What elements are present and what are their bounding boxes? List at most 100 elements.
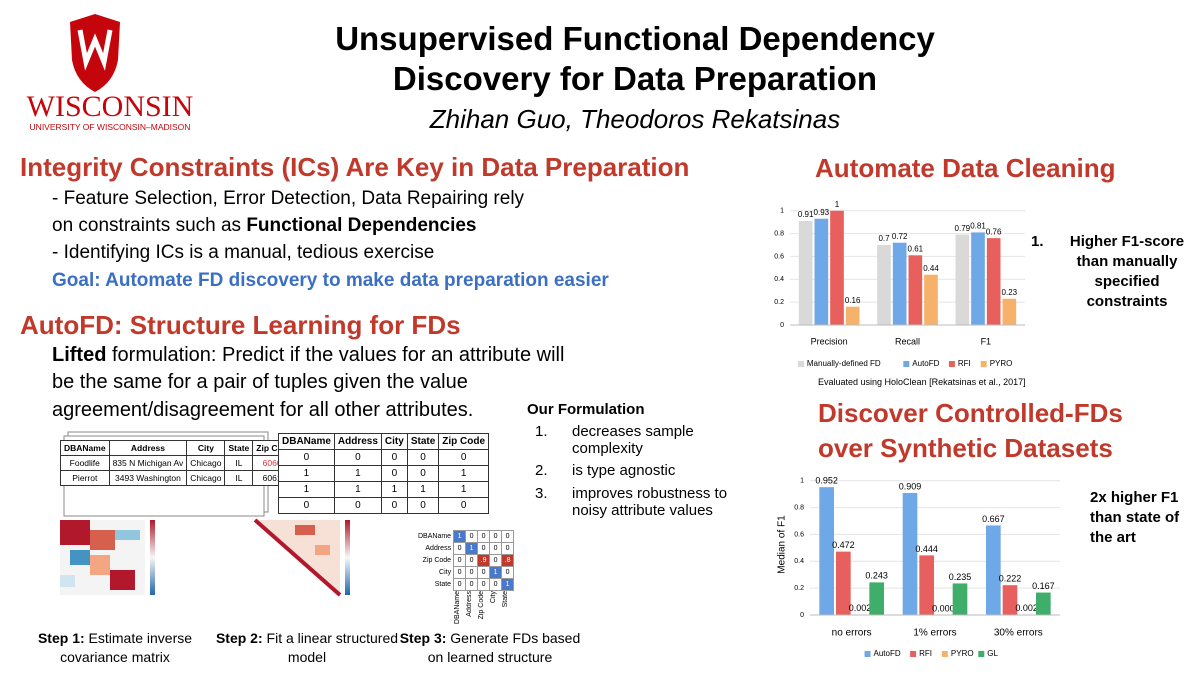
matrix-col-label: DBAName	[453, 591, 461, 625]
matrix-row-label: City	[439, 569, 452, 576]
column-header: Zip Code	[438, 433, 490, 450]
table: DBAName Address City State Zip Code Foodlife 8…	[60, 440, 297, 486]
step-caption: Step 3: Generate FDs based on learned st…	[395, 629, 585, 667]
x-tick-label: no errors	[832, 628, 872, 639]
bar	[798, 221, 813, 325]
step-label: Step 2:	[215, 630, 263, 646]
table-cell: 0	[380, 465, 408, 482]
section-heading: Integrity Constraints (ICs) Are Key in D…	[20, 152, 690, 182]
matrix-cell: 0	[489, 530, 503, 543]
step-caption: Step 1: Estimate inverse covariance matr…	[20, 629, 210, 667]
spacer	[418, 591, 454, 626]
bar	[1002, 298, 1017, 325]
matrix-cell: 1	[453, 530, 467, 543]
legend-swatch	[797, 361, 804, 367]
value-label: 0.472	[832, 540, 855, 550]
table-cell: 1	[406, 481, 440, 498]
legend-label: GL	[987, 649, 998, 658]
x-tick-label: Recall	[895, 336, 920, 346]
matrix-col-label: State	[501, 591, 509, 608]
x-tick-label: F1	[981, 336, 992, 346]
matrix-col-cell: DBAName	[454, 591, 466, 626]
text-line: on constraints such as Functional Depend…	[52, 215, 476, 237]
table-cell: Pierrot	[60, 470, 110, 486]
table-cell: 1	[333, 481, 382, 498]
y-tick-label: 0	[780, 322, 784, 329]
list-text: is type agnostic	[572, 462, 676, 479]
legend-label: PYRO	[990, 359, 1013, 368]
table-cell: 0	[380, 449, 408, 466]
matrix-cell: 1	[489, 566, 503, 579]
step-text: Fit a linear structured model	[266, 630, 399, 665]
value-label: 0.222	[999, 574, 1022, 584]
value-label: 0.93	[814, 208, 830, 217]
bar	[971, 232, 985, 325]
matrix-cell: 0	[489, 554, 503, 567]
matrix-cell: 0	[477, 566, 491, 579]
y-tick-label: 0.2	[794, 585, 804, 592]
table-cell: 835 N Michigan Av	[108, 455, 188, 471]
bar	[845, 306, 860, 325]
legend-swatch	[941, 651, 948, 657]
table-cell: Foodlife	[60, 455, 110, 471]
value-label: 0.235	[949, 572, 972, 582]
legend-label: AutoFD	[874, 649, 901, 658]
text: on constraints such as	[52, 215, 247, 236]
bold-text: Lifted	[52, 344, 107, 366]
y-tick-label: 0.8	[794, 504, 804, 511]
chart: 0 0.2 0.4 0.6 0.8 1 Median of F1 no errors 0.952…	[777, 476, 1060, 658]
legend-label: RFI	[919, 649, 932, 658]
column-header: DBAName	[278, 433, 335, 450]
section-heading: AutoFD: Structure Learning for FDs	[20, 310, 461, 340]
bar	[819, 487, 834, 615]
table-cell: 0	[278, 449, 335, 466]
bar	[986, 525, 1001, 615]
table-cell: 1	[438, 465, 490, 482]
value-label: 0.002	[849, 603, 872, 613]
matrix-col-cell: Zip Code	[478, 591, 490, 626]
matrix-cell: 0	[489, 542, 503, 555]
value-label: 0.91	[798, 210, 814, 219]
legend-swatch	[910, 651, 917, 657]
step-label: Step 3:	[399, 630, 447, 646]
table-cell: 1	[380, 481, 408, 498]
matrix-row-label: State	[434, 581, 452, 588]
value-label: 0.72	[892, 232, 908, 241]
y-tick-label: 0.8	[774, 230, 784, 237]
matrix-col-label: City	[489, 591, 497, 604]
bar	[892, 242, 907, 325]
value-label: 0.44	[923, 264, 939, 273]
matrix-cell: 0	[489, 578, 503, 591]
y-tick-label: 0.4	[794, 558, 804, 565]
section-heading: Discover Controlled-FDs	[818, 398, 1123, 428]
value-label: 0.16	[845, 296, 861, 305]
matrix-col-cell: City	[490, 591, 502, 626]
step-text: Estimate inverse covariance matrix	[60, 630, 193, 665]
matrix-row: State 0 0 0 0 1	[418, 578, 515, 591]
matrix-row-label: Zip Code	[422, 557, 452, 564]
table-cell: 0	[278, 497, 335, 514]
table-cell: 1	[278, 465, 335, 482]
value-label: 0.667	[982, 514, 1005, 524]
bar	[924, 274, 938, 325]
matrix-col-label: Zip Code	[477, 591, 485, 620]
bar	[986, 238, 1001, 325]
matrix-cell: 0	[453, 566, 467, 579]
table-cell: 0	[438, 497, 490, 514]
value-label: 0.952	[815, 476, 838, 486]
table-cell: 0	[406, 497, 440, 514]
bar	[877, 245, 891, 325]
table: DBAName Address City State Zip Code 0 0 0 0 0 1 1 0 0…	[278, 433, 490, 514]
value-label: 1	[835, 200, 840, 209]
value-label: 0.243	[865, 571, 888, 581]
matrix-cell: 0	[477, 530, 491, 543]
matrix-row: DBAName 1 0 0 0 0	[418, 530, 515, 543]
value-label: 0.23	[1002, 288, 1018, 297]
step-text: Generate FDs based on learned structure	[427, 630, 581, 665]
list-number: 2.	[535, 462, 548, 479]
